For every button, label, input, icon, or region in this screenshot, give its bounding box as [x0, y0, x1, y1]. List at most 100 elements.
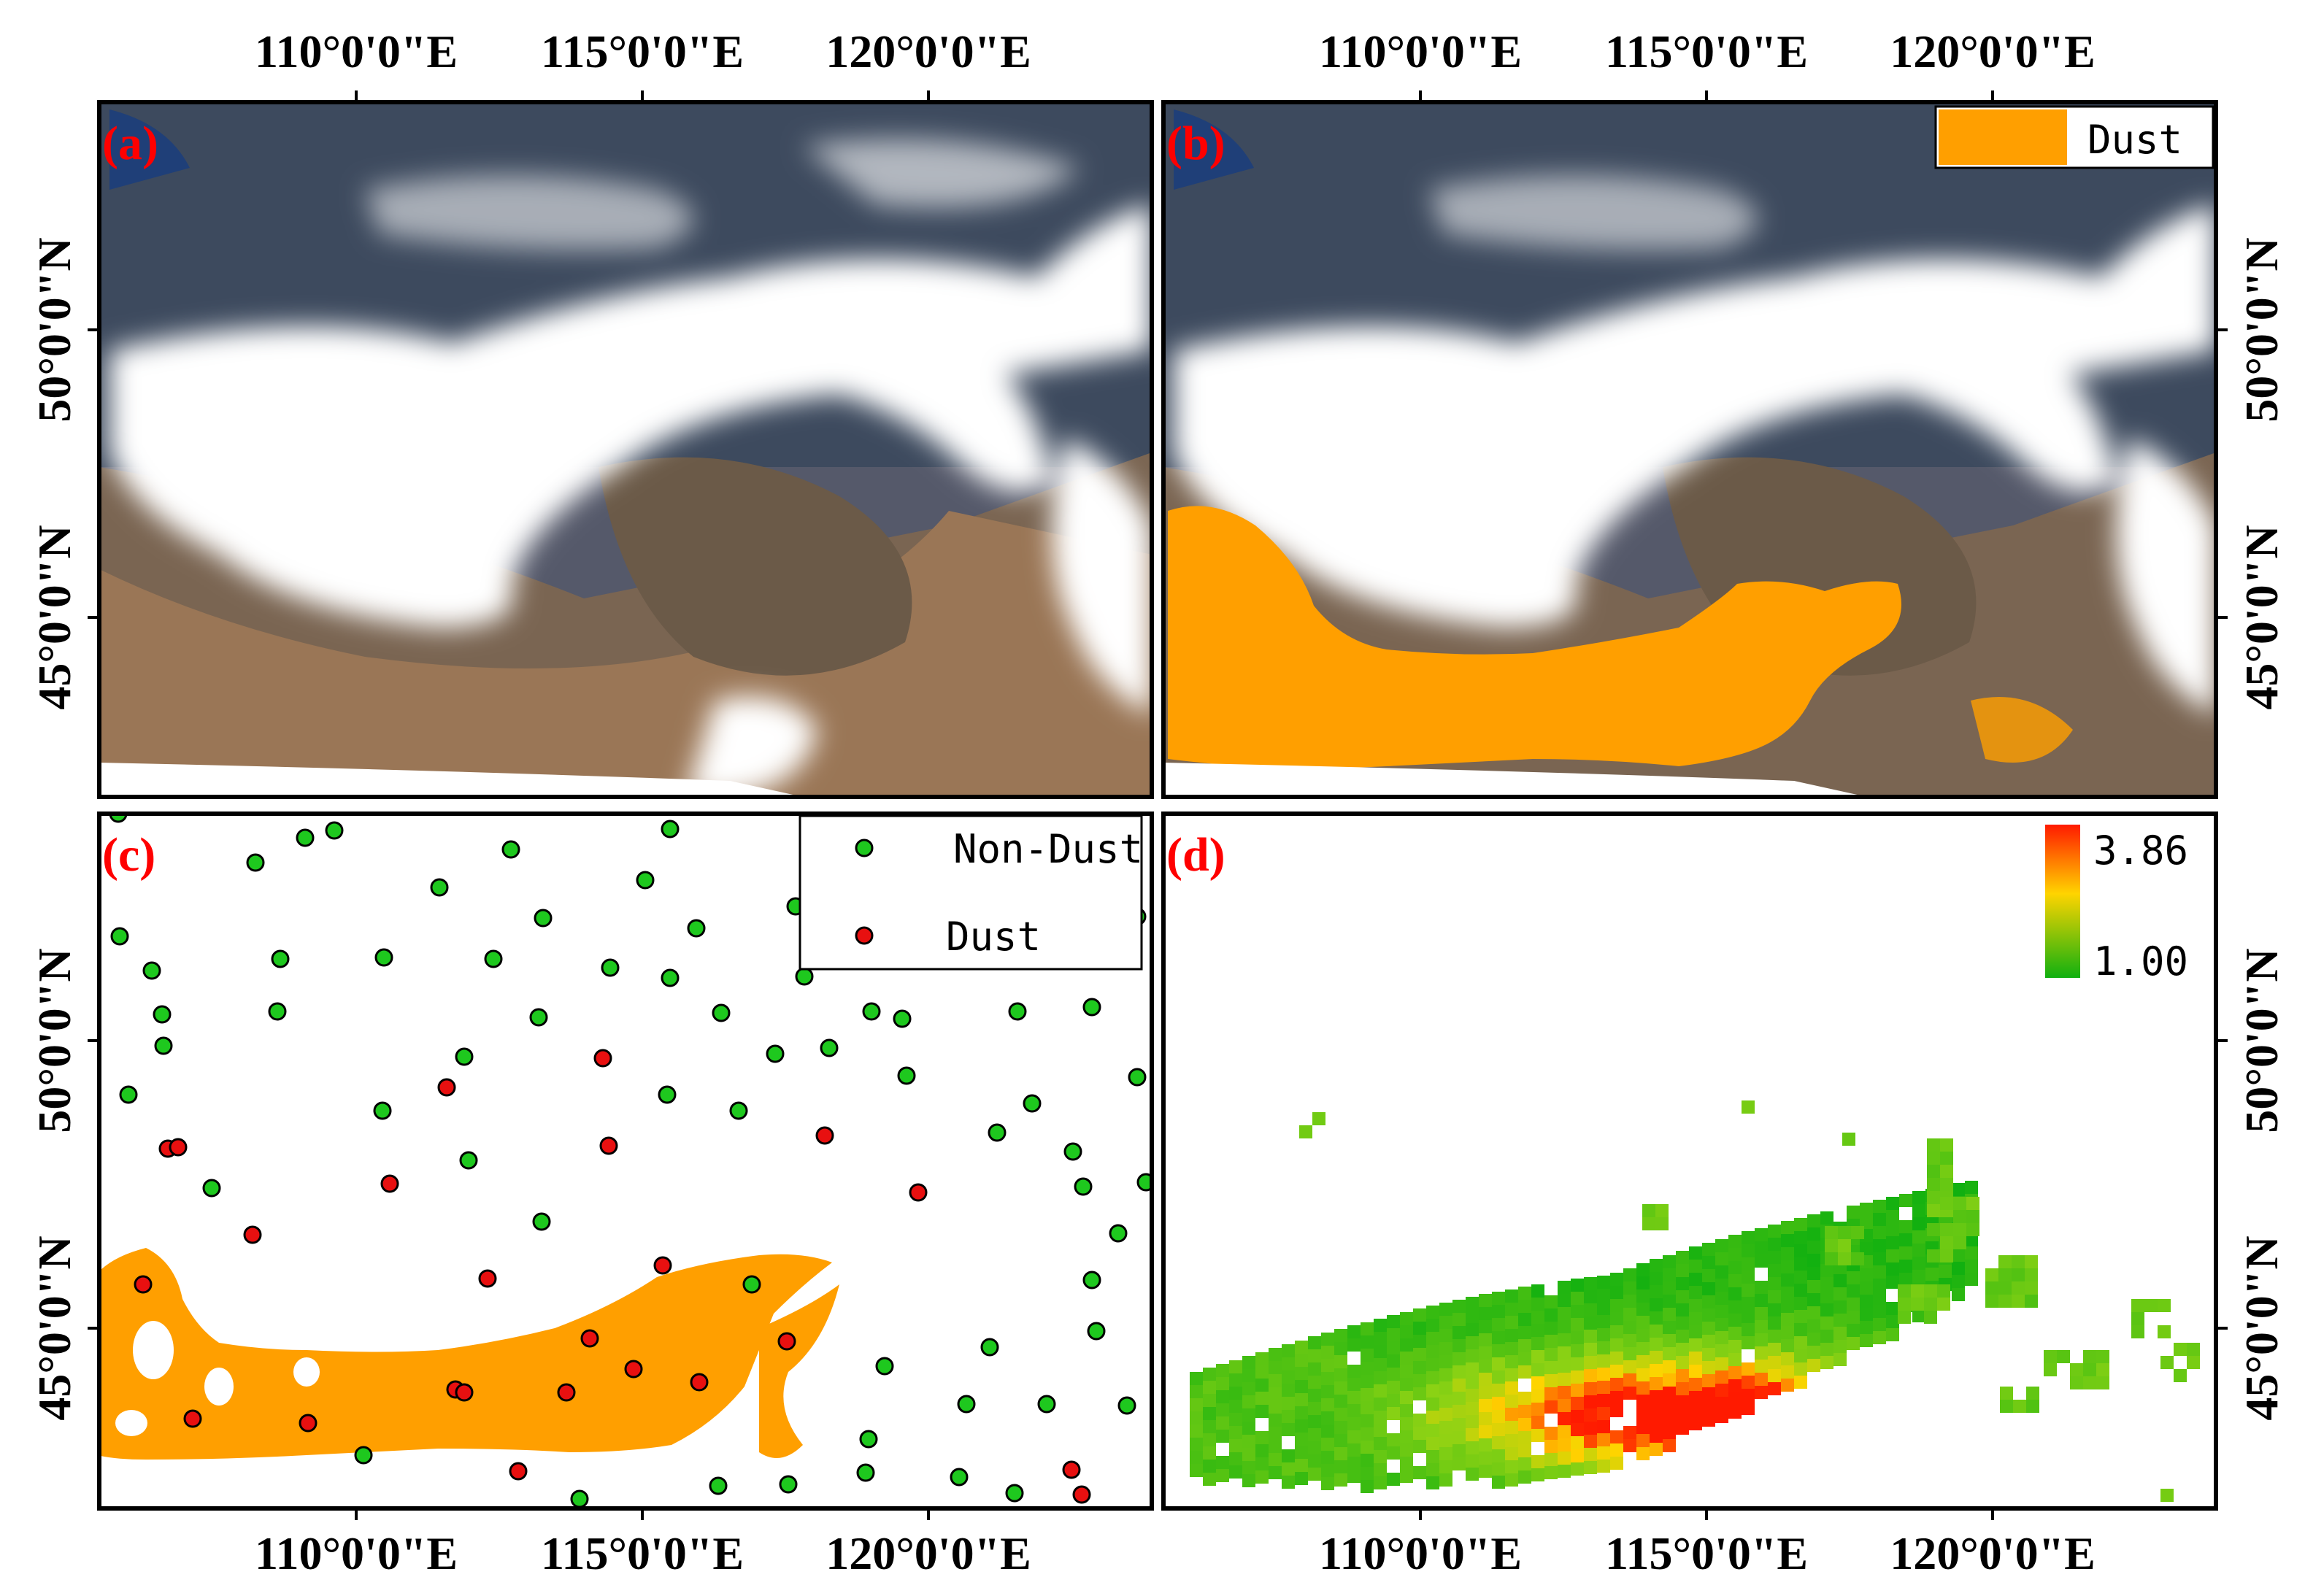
lon-label: 110°0'0"E [255, 26, 458, 77]
intensity-cell [1439, 1473, 1452, 1487]
intensity-cell [1452, 1352, 1466, 1365]
intensity-cell [1387, 1433, 1400, 1446]
intensity-cell [1374, 1345, 1387, 1358]
intensity-cell [1400, 1378, 1413, 1391]
intensity-cell [1203, 1420, 1216, 1433]
intensity-cell [1544, 1335, 1558, 1348]
intensity-cell [1768, 1316, 1781, 1330]
intensity-cell [1374, 1319, 1387, 1332]
intensity-cell [1295, 1393, 1308, 1406]
intensity-cell [2083, 1350, 2096, 1363]
intensity-cell [1479, 1346, 1492, 1360]
intensity-cell [1584, 1356, 1597, 1369]
non-dust-point [894, 1011, 910, 1027]
intensity-cell [1190, 1411, 1203, 1425]
intensity-cell [1742, 1402, 1755, 1415]
intensity-cell [1452, 1405, 1466, 1418]
legend-b: Dust [1936, 107, 2213, 168]
intensity-cell [1321, 1359, 1334, 1372]
intensity-cell [1924, 1284, 1937, 1298]
intensity-cell [1912, 1244, 1925, 1257]
intensity-cell [1702, 1348, 1715, 1361]
intensity-cell [1755, 1307, 1768, 1320]
intensity-cell [1636, 1276, 1650, 1289]
intensity-cell [1426, 1384, 1439, 1398]
intensity-cell [1952, 1262, 1965, 1275]
intensity-cell [1439, 1395, 1452, 1408]
intensity-cell [1807, 1241, 1820, 1254]
intensity-cell [1755, 1386, 1768, 1399]
intensity-cell [1282, 1462, 1295, 1476]
intensity-cell [1702, 1387, 1715, 1400]
intensity-cell [1531, 1284, 1544, 1298]
intensity-cell [1597, 1276, 1610, 1289]
intensity-cell [1334, 1447, 1347, 1460]
non-dust-point [144, 963, 160, 979]
intensity-cell [1636, 1408, 1650, 1421]
intensity-cell [1295, 1419, 1308, 1433]
intensity-cell [1479, 1373, 1492, 1386]
dust-point [300, 1415, 316, 1431]
lon-label: 115°0'0"E [1605, 26, 1808, 77]
intensity-cell [1452, 1457, 1466, 1470]
intensity-cell [1807, 1359, 1820, 1372]
intensity-cell [1886, 1197, 1899, 1210]
non-dust-point [637, 872, 653, 888]
intensity-cell [1768, 1303, 1781, 1316]
intensity-cell [1820, 1264, 1833, 1277]
dust-point [1063, 1462, 1080, 1478]
intensity-cell [1452, 1392, 1466, 1405]
dust-point [382, 1176, 398, 1192]
intensity-cell [1295, 1341, 1308, 1354]
intensity-cell [1663, 1281, 1676, 1295]
intensity-cell [1466, 1415, 1479, 1428]
intensity-cell [1255, 1444, 1269, 1457]
intensity-cell [1518, 1431, 1531, 1444]
dust-point [135, 1276, 151, 1292]
panel-d-label: (d) [1166, 828, 1225, 882]
lat-label: 50°0'0"N [2236, 237, 2287, 422]
intensity-cell [1636, 1421, 1650, 1434]
intensity-cell [1544, 1453, 1558, 1466]
intensity-cell [1531, 1363, 1544, 1376]
intensity-cell [1715, 1239, 1728, 1252]
intensity-cell [1597, 1341, 1610, 1354]
intensity-cell [1742, 1271, 1755, 1284]
intensity-cell [1597, 1354, 1610, 1368]
intensity-cell [1321, 1438, 1334, 1451]
intensity-cell [1387, 1328, 1400, 1341]
intensity-cell [1505, 1342, 1518, 1355]
intensity-cell [1676, 1251, 1689, 1264]
intensity-cell [1558, 1452, 1571, 1465]
non-dust-point [376, 949, 392, 965]
intensity-cell [1642, 1204, 1655, 1217]
intensity-cell [1663, 1334, 1676, 1347]
intensity-cell [2131, 1325, 2144, 1338]
lon-label: 115°0'0"E [541, 1527, 744, 1579]
intensity-cell [1531, 1455, 1544, 1468]
intensity-cell [1439, 1355, 1452, 1368]
intensity-cell [1584, 1408, 1597, 1422]
lon-label: 120°0'0"E [826, 26, 1031, 77]
intensity-cell [1833, 1300, 1847, 1314]
intensity-cell [1426, 1463, 1439, 1476]
intensity-cell [1190, 1451, 1203, 1464]
legend-b-label: Dust [2087, 117, 2182, 163]
intensity-cell [1308, 1402, 1321, 1415]
intensity-cell [1255, 1470, 1269, 1484]
intensity-cell [1899, 1194, 1912, 1207]
intensity-cell [1308, 1468, 1321, 1481]
intensity-cell [1492, 1292, 1505, 1305]
non-dust-point [767, 1046, 783, 1062]
intensity-cell [1334, 1421, 1347, 1434]
intensity-cell [1911, 1284, 1924, 1298]
intensity-cell [1663, 1347, 1676, 1360]
intensity-cell [1571, 1305, 1584, 1318]
intensity-cell [1820, 1290, 1833, 1303]
intensity-cell [1985, 1281, 1998, 1295]
intensity-cell [1584, 1422, 1597, 1435]
intensity-cell [1439, 1329, 1452, 1342]
panel-b-label: (b) [1166, 117, 1225, 170]
intensity-cell [1807, 1333, 1820, 1346]
panel-a-satellite-image [99, 102, 1152, 797]
